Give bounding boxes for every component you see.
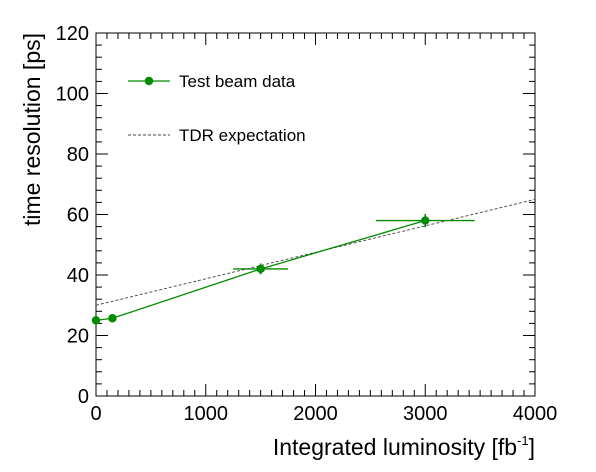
series-layer (91, 198, 536, 325)
legend-label-test-beam: Test beam data (179, 72, 296, 91)
y-tick-label: 120 (56, 23, 89, 45)
test-beam-point (256, 264, 265, 274)
test-beam-line (95, 219, 426, 322)
x-tick-label: 4000 (513, 403, 558, 425)
legend-marker-test-beam (144, 76, 154, 86)
y-tick-label: 0 (78, 386, 89, 408)
x-axis-title-tail: ] (529, 434, 535, 460)
y-axis-title: time resolution [ps] (19, 33, 45, 226)
y-tick-label: 60 (67, 205, 89, 227)
legend-label-tdr: TDR expectation (179, 126, 306, 145)
x-tick-label: 0 (90, 403, 101, 425)
y-tick-label: 80 (67, 144, 89, 166)
y-tick-label: 100 (56, 84, 89, 106)
x-tick-label: 2000 (293, 403, 338, 425)
x-tick-label: 3000 (403, 403, 448, 425)
plot-frame (95, 32, 536, 397)
axis-ticks (95, 32, 536, 397)
x-axis-title-sup: -1 (517, 433, 529, 448)
x-tick-label: 1000 (184, 403, 229, 425)
x-axis-title: Integrated luminosity [fb-1] (273, 433, 535, 460)
test-beam-point (108, 314, 117, 323)
tick-labels: 0 1000 2000 3000 4000 0 20 40 60 80 100 120 (56, 23, 558, 425)
legend: Test beam data TDR expectation (128, 72, 306, 145)
test-beam-point (421, 216, 430, 225)
test-beam-point (91, 316, 101, 325)
x-axis-title-main: Integrated luminosity [fb (273, 434, 517, 460)
y-tick-label: 20 (67, 326, 89, 348)
y-tick-label: 40 (67, 265, 89, 287)
